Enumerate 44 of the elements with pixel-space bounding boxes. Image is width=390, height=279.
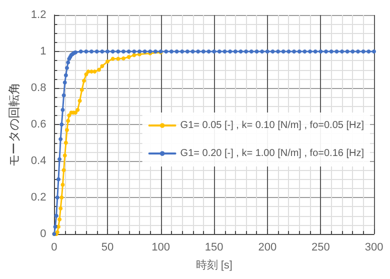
x-tick-label: 250 — [312, 242, 330, 254]
point — [110, 56, 115, 61]
point — [64, 128, 69, 132]
x-tick-label: 100 — [152, 242, 170, 254]
point — [67, 113, 72, 118]
point — [126, 54, 131, 59]
y-tick-label: 0.6 — [30, 118, 46, 130]
point — [100, 64, 104, 68]
point — [121, 56, 126, 60]
point — [58, 206, 63, 210]
legend-label: G1= 0.05 [-] , k= 0.10 [N/m] , fo=0.05 [Hz] — [180, 120, 364, 131]
y-tick-label: 1 — [40, 46, 46, 58]
x-tick-label: 0 — [51, 242, 58, 254]
y-tick-label: 1.2 — [30, 9, 46, 21]
point — [132, 53, 136, 58]
point — [105, 60, 110, 64]
x-tick-label: 150 — [204, 242, 224, 254]
y-tick-label: 0.2 — [30, 192, 46, 204]
y-tick-label: 0 — [40, 228, 46, 240]
point — [58, 217, 62, 222]
y-axis-title: モータの回転角 — [7, 82, 21, 166]
point — [90, 70, 94, 74]
point — [96, 68, 101, 72]
point — [60, 196, 64, 200]
point — [60, 182, 65, 187]
point — [76, 108, 80, 112]
x-tick-label: 200 — [258, 242, 277, 254]
point — [116, 56, 120, 61]
point — [64, 140, 68, 145]
x-axis-title: 時刻 [s] — [196, 258, 232, 272]
point — [92, 70, 97, 74]
point — [74, 110, 78, 115]
point — [82, 78, 86, 83]
point — [56, 224, 60, 229]
legend-label: G1= 0.20 [-] , k= 1.00 [N/m] , fo=0.16 [Hz] — [180, 148, 364, 159]
point — [66, 118, 70, 123]
y-tick-label: 0.8 — [30, 82, 46, 94]
point — [80, 88, 84, 92]
point — [62, 154, 67, 158]
point — [78, 98, 82, 103]
y-tick-label: 0.4 — [30, 155, 46, 167]
point — [62, 168, 66, 172]
x-tick-label: 300 — [364, 242, 384, 254]
x-tick-label: 50 — [101, 242, 114, 254]
